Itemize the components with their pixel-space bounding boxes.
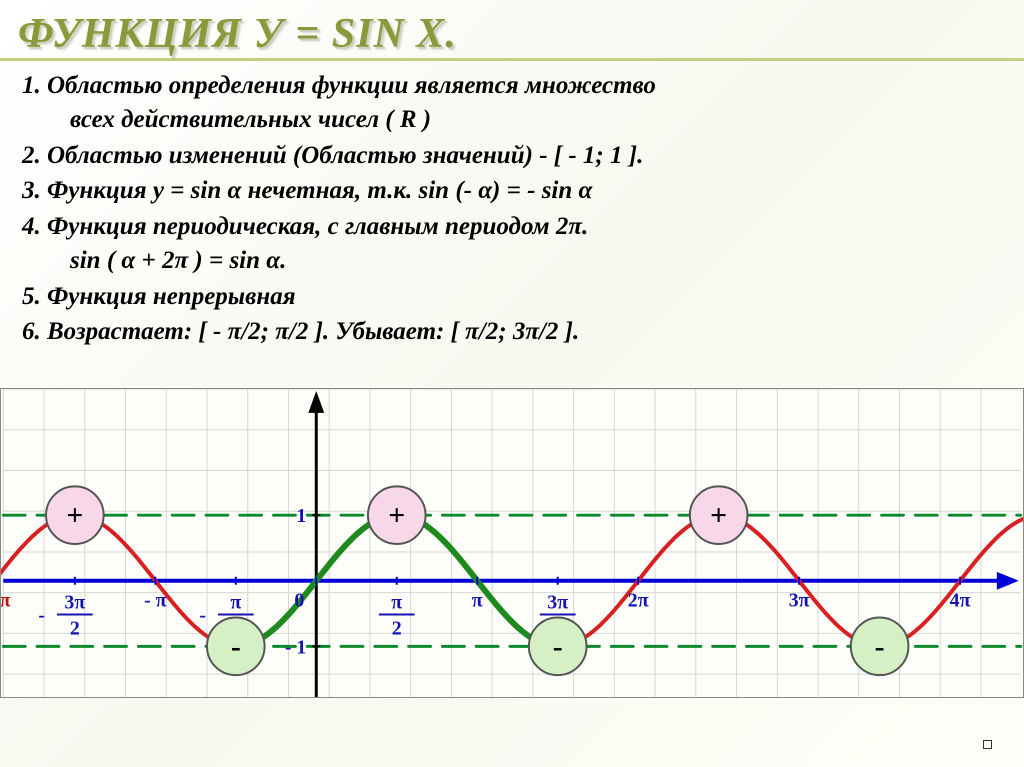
svg-text:+: + (388, 499, 405, 532)
svg-text:-: - (38, 604, 45, 626)
prop-1b: всех действительных чисел ( R ) (22, 103, 1006, 137)
svg-text:- π: - π (144, 590, 167, 612)
sin-chart: - 2π3π2-- ππ2-0π2π3π22π3π4π1- 1+-+-+- (0, 388, 1024, 698)
svg-text:- 2π: - 2π (1, 590, 11, 612)
prop-4b: sin ( α + 2π ) = sin α. (22, 244, 1006, 278)
svg-text:-: - (875, 630, 885, 663)
svg-text:-: - (199, 604, 206, 626)
chart-svg: - 2π3π2-- ππ2-0π2π3π22π3π4π1- 1+-+-+- (1, 389, 1023, 697)
svg-text:-: - (231, 630, 241, 663)
svg-text:4π: 4π (950, 590, 971, 612)
properties-list: 1. Областью определения функции является… (0, 69, 1024, 355)
svg-text:2: 2 (392, 617, 402, 639)
svg-text:0: 0 (294, 590, 304, 612)
prop-4a: 4. Функция периодическая, с главным пери… (22, 210, 1006, 244)
page-title: ФУНКЦИЯ У = SIN X. (0, 0, 1024, 61)
svg-text:π: π (230, 592, 241, 614)
prop-6: 6. Возрастает: [ - π/2; π/2 ]. Убывает: … (22, 315, 1006, 349)
svg-text:1: 1 (296, 505, 306, 527)
prop-2: 2. Областью изменений (Областью значений… (22, 139, 1006, 173)
svg-text:3π: 3π (547, 592, 568, 614)
svg-text:2: 2 (70, 617, 80, 639)
svg-text:+: + (66, 499, 83, 532)
prop-3: 3. Функция y = sin α нечетная, т.к. sin … (22, 174, 1006, 208)
svg-text:3π: 3π (789, 590, 810, 612)
svg-text:- 1: - 1 (285, 636, 307, 658)
svg-text:-: - (553, 630, 563, 663)
svg-text:+: + (710, 499, 727, 532)
svg-text:2π: 2π (628, 590, 649, 612)
svg-text:π: π (472, 590, 483, 612)
prop-1a: 1. Областью определения функции является… (22, 69, 1006, 103)
svg-text:3π: 3π (64, 592, 85, 614)
svg-text:π: π (391, 592, 402, 614)
footer-marker-icon (983, 740, 992, 749)
prop-5: 5. Функция непрерывная (22, 280, 1006, 314)
